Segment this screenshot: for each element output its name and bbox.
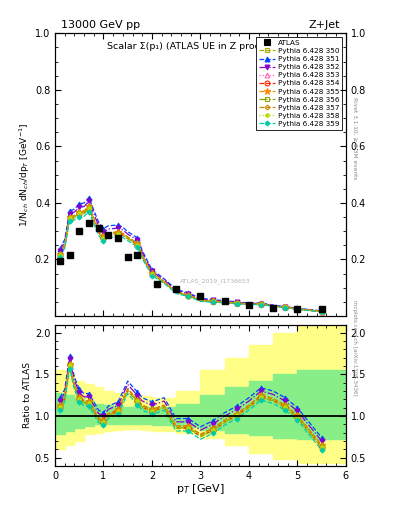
Legend: ATLAS, Pythia 6.428 350, Pythia 6.428 351, Pythia 6.428 352, Pythia 6.428 353, P: ATLAS, Pythia 6.428 350, Pythia 6.428 35… <box>256 37 342 130</box>
Y-axis label: 1/N$_{ch}$ dN$_{ch}$/dp$_T$ [GeV$^{-1}$]: 1/N$_{ch}$ dN$_{ch}$/dp$_T$ [GeV$^{-1}$] <box>18 122 32 227</box>
Y-axis label: Ratio to ATLAS: Ratio to ATLAS <box>23 362 32 428</box>
Text: Scalar Σ(p₁) (ATLAS UE in Z production): Scalar Σ(p₁) (ATLAS UE in Z production) <box>107 42 294 51</box>
Text: mcplots.cern.ch [arXiv:1306.3436]: mcplots.cern.ch [arXiv:1306.3436] <box>352 301 357 396</box>
Text: 13000 GeV pp: 13000 GeV pp <box>61 20 140 30</box>
Text: Z+Jet: Z+Jet <box>309 20 340 30</box>
Text: Rivet 3.1.10, ≥ 2.3M events: Rivet 3.1.10, ≥ 2.3M events <box>352 97 357 180</box>
Text: ATLAS_2019_I1736653: ATLAS_2019_I1736653 <box>180 278 250 284</box>
X-axis label: p$_T$ [GeV]: p$_T$ [GeV] <box>176 482 225 496</box>
